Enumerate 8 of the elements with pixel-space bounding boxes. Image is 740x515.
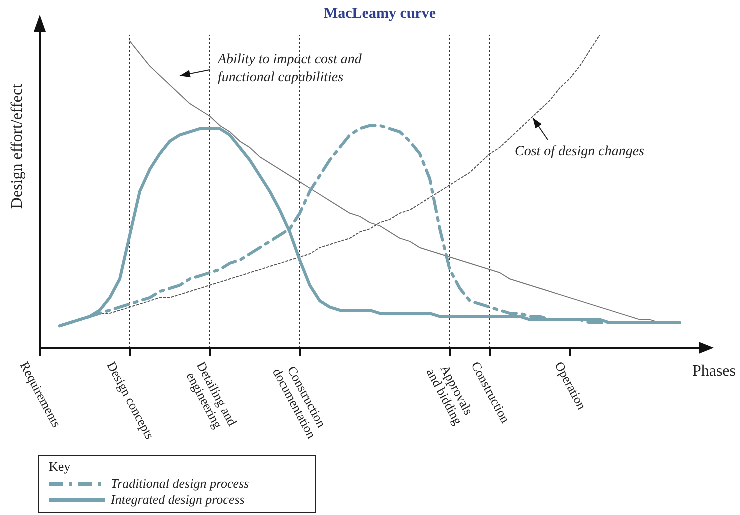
legend-label: Integrated design process [111,492,245,508]
chart-title: MacLeamy curve [324,6,436,22]
x-axis-title: Phases [692,363,736,380]
y-axis-title: Design effort/effect [9,83,26,210]
legend-label: Traditional design process [111,476,250,492]
annotation: Ability to impact cost and functional capabilities [217,52,363,86]
legend-title: Key [49,459,72,475]
annotation: Cost of design changes [515,144,646,160]
